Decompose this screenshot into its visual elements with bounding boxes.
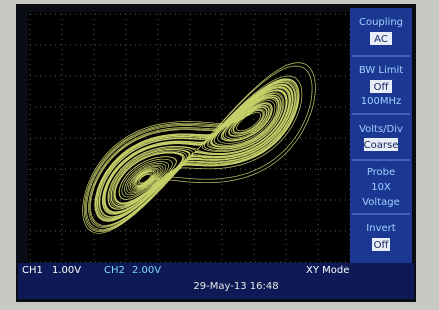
page: Coupling AC BW Limit Off 100MHz Volts/Di… — [0, 0, 439, 310]
mode: XY Mode — [306, 265, 349, 276]
ch2-scale: 2.00V — [132, 265, 161, 276]
menu-title: Invert — [366, 223, 395, 234]
menu-value: Off — [374, 82, 390, 93]
menu-title: Volts/Div — [359, 124, 403, 135]
ch2-label: CH2 — [104, 265, 125, 276]
datetime: 29-May-13 16:48 — [193, 281, 278, 292]
oscilloscope-screen: Coupling AC BW Limit Off 100MHz Volts/Di… — [0, 0, 439, 310]
menu-value: Off — [374, 240, 390, 251]
menu-line: Voltage — [362, 197, 400, 208]
ch1-scale: 1.00V — [52, 265, 81, 276]
menu-note: 100MHz — [361, 96, 401, 107]
menu-title: BW Limit — [359, 65, 403, 76]
ch1-label: CH1 — [22, 265, 43, 276]
menu-line: 10X — [371, 182, 391, 193]
menu-value: AC — [374, 34, 388, 45]
menu-value: Coarse — [364, 140, 399, 151]
menu-title: Probe — [367, 167, 395, 178]
menu-title: Coupling — [359, 17, 403, 28]
